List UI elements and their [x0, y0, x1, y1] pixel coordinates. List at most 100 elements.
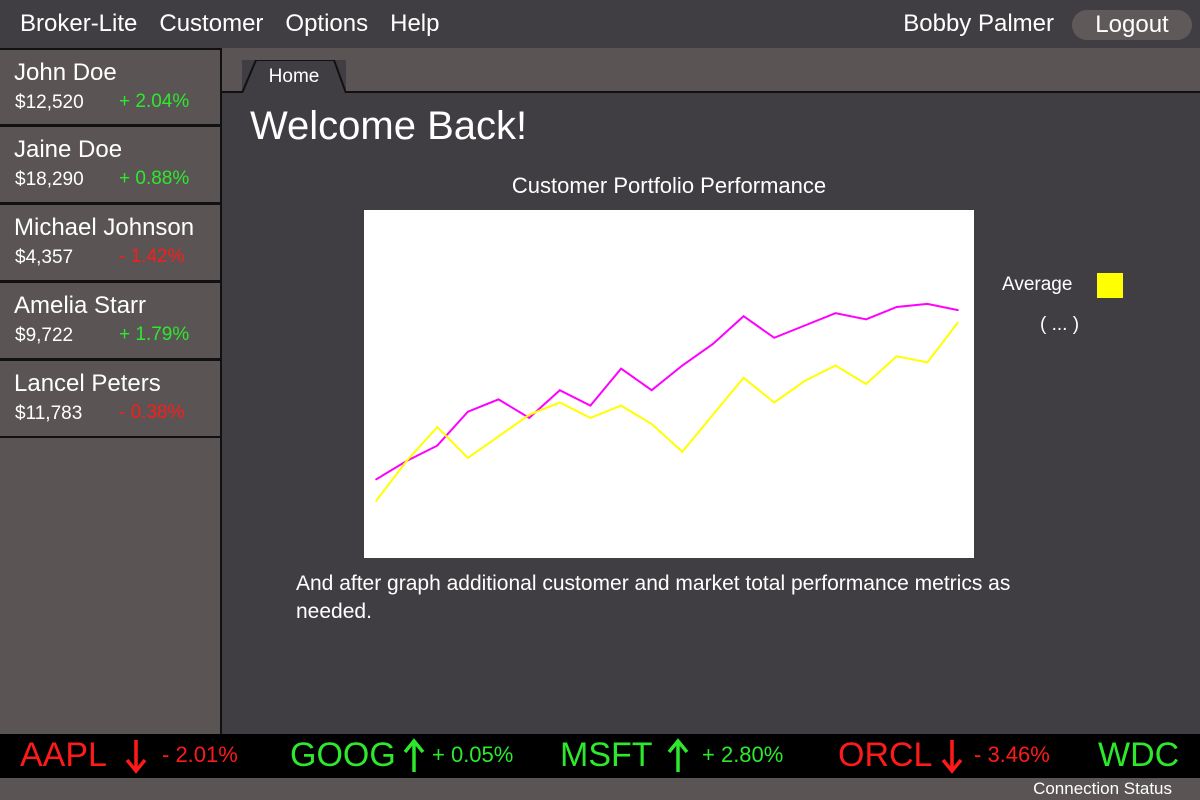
menu-item-help[interactable]: Help [390, 10, 440, 37]
ticker-symbol: ORCL [838, 736, 933, 774]
customer-sidebar: John Doe $12,520 + 2.04% Jaine Doe $18,2… [0, 48, 222, 734]
tab-strip: Home [222, 48, 1200, 93]
customer-name: Jaine Doe [14, 136, 123, 163]
data-point [957, 321, 959, 324]
ticker-symbol: WDC [1098, 736, 1180, 774]
data-point [681, 364, 684, 367]
data-point [436, 444, 439, 447]
data-point [926, 303, 929, 305]
performance-note: And after graph additional customer and … [296, 572, 1011, 623]
data-point [712, 414, 714, 416]
data-point [804, 324, 806, 327]
logout-button[interactable]: Logout [1072, 10, 1192, 40]
data-point [528, 414, 530, 416]
data-point [467, 457, 469, 459]
data-point [405, 460, 408, 462]
customer-change: + 2.04% [119, 91, 190, 112]
ticker-change: + 0.05% [432, 742, 514, 767]
data-point [589, 417, 592, 419]
data-point [558, 389, 561, 391]
customer-change: + 0.88% [119, 168, 190, 189]
ticker-symbol: AAPL [20, 736, 107, 774]
ticker-item-aapl[interactable]: AAPL - 2.01% [20, 734, 260, 778]
data-point [712, 343, 714, 345]
arrow-up-icon [403, 738, 425, 772]
series-line-2 [375, 321, 959, 502]
menu-item-app[interactable]: Broker-Lite [20, 10, 138, 37]
data-point [865, 318, 867, 321]
data-point [926, 361, 929, 364]
data-point [681, 450, 684, 453]
customer-change: - 1.42% [119, 246, 185, 267]
ticker-symbol: MSFT [560, 736, 653, 774]
status-bar: Connection Status [0, 778, 1200, 800]
connection-status[interactable]: Connection Status [1033, 779, 1172, 798]
customer-change: - 0.38% [119, 402, 185, 423]
menu-bar: Broker-Lite Customer Options Help [0, 0, 1200, 48]
menu-item-customer[interactable]: Customer [159, 10, 264, 37]
customer-name: Lancel Peters [14, 370, 161, 397]
data-point [957, 309, 959, 311]
customer-item-michael-johnson[interactable]: Michael Johnson $4,357 - 1.42% [0, 204, 220, 282]
data-point [742, 315, 745, 318]
user-name: Bobby Palmer [903, 10, 1054, 37]
data-point [497, 398, 500, 401]
customer-name: Michael Johnson [14, 214, 195, 241]
data-point [436, 426, 439, 428]
welcome-heading: Welcome Back! [250, 104, 528, 148]
legend-swatch-average [1097, 273, 1123, 298]
ticker-item-orcl[interactable]: ORCL - 3.46% [838, 734, 1078, 778]
data-point [650, 423, 653, 425]
data-point [650, 389, 653, 391]
customer-change: + 1.79% [119, 324, 190, 345]
data-point [804, 380, 806, 382]
chart-svg [375, 302, 959, 502]
customer-item-amelia-starr[interactable]: Amelia Starr $9,722 + 1.79% [0, 282, 220, 360]
legend-label-average: Average [1002, 274, 1073, 295]
data-point [620, 367, 622, 370]
performance-chart [364, 210, 974, 558]
tab-home-label: Home [268, 66, 320, 87]
menu-item-options[interactable]: Options [285, 10, 369, 37]
data-point [589, 404, 592, 407]
ticker-item-msft[interactable]: MSFT + 2.80% [560, 734, 800, 778]
tab-shape [242, 60, 346, 93]
legend-more[interactable]: ( ... ) [1040, 314, 1080, 335]
customer-value: $4,357 [15, 247, 74, 268]
chart-title: Customer Portfolio Performance [511, 173, 827, 198]
data-point [375, 478, 377, 481]
ticker-symbol: GOOG [290, 736, 396, 774]
customer-item-lancel-peters[interactable]: Lancel Peters $11,783 - 0.38% [0, 360, 220, 438]
ticker-change: - 3.46% [974, 742, 1050, 767]
data-point [865, 383, 867, 385]
ticker-change: - 2.01% [162, 742, 238, 767]
data-point [375, 500, 377, 502]
customer-value: $12,520 [15, 92, 84, 113]
arrow-down-icon [941, 740, 963, 774]
stock-ticker: AAPL - 2.01% GOOG + 0.05% MSFT + 2.80% O… [0, 734, 1200, 778]
customer-name: John Doe [14, 59, 117, 86]
ticker-item-wdc[interactable]: WDC [1098, 734, 1200, 778]
data-point [834, 364, 837, 367]
customer-item-john-doe[interactable]: John Doe $12,520 + 2.04% [0, 48, 220, 126]
ticker-change: + 2.80% [702, 742, 784, 767]
ticker-item-goog[interactable]: GOOG + 0.05% [290, 734, 530, 778]
tab-home[interactable]: Home [242, 60, 346, 93]
customer-value: $18,290 [15, 169, 84, 190]
customer-item-jaine-doe[interactable]: Jaine Doe $18,290 + 0.88% [0, 126, 220, 204]
data-point [895, 355, 898, 358]
data-point [558, 401, 561, 404]
data-point [742, 377, 745, 379]
series-line-1 [375, 302, 959, 481]
data-point [773, 401, 776, 404]
data-point [528, 417, 530, 419]
customer-name: Amelia Starr [14, 292, 147, 319]
arrow-down-icon [125, 740, 147, 774]
data-point [773, 337, 776, 339]
data-point [497, 435, 500, 438]
data-point [620, 404, 622, 407]
data-point [834, 312, 837, 314]
arrow-up-icon [667, 738, 689, 772]
customer-value: $9,722 [15, 325, 74, 346]
customer-value: $11,783 [15, 403, 83, 424]
